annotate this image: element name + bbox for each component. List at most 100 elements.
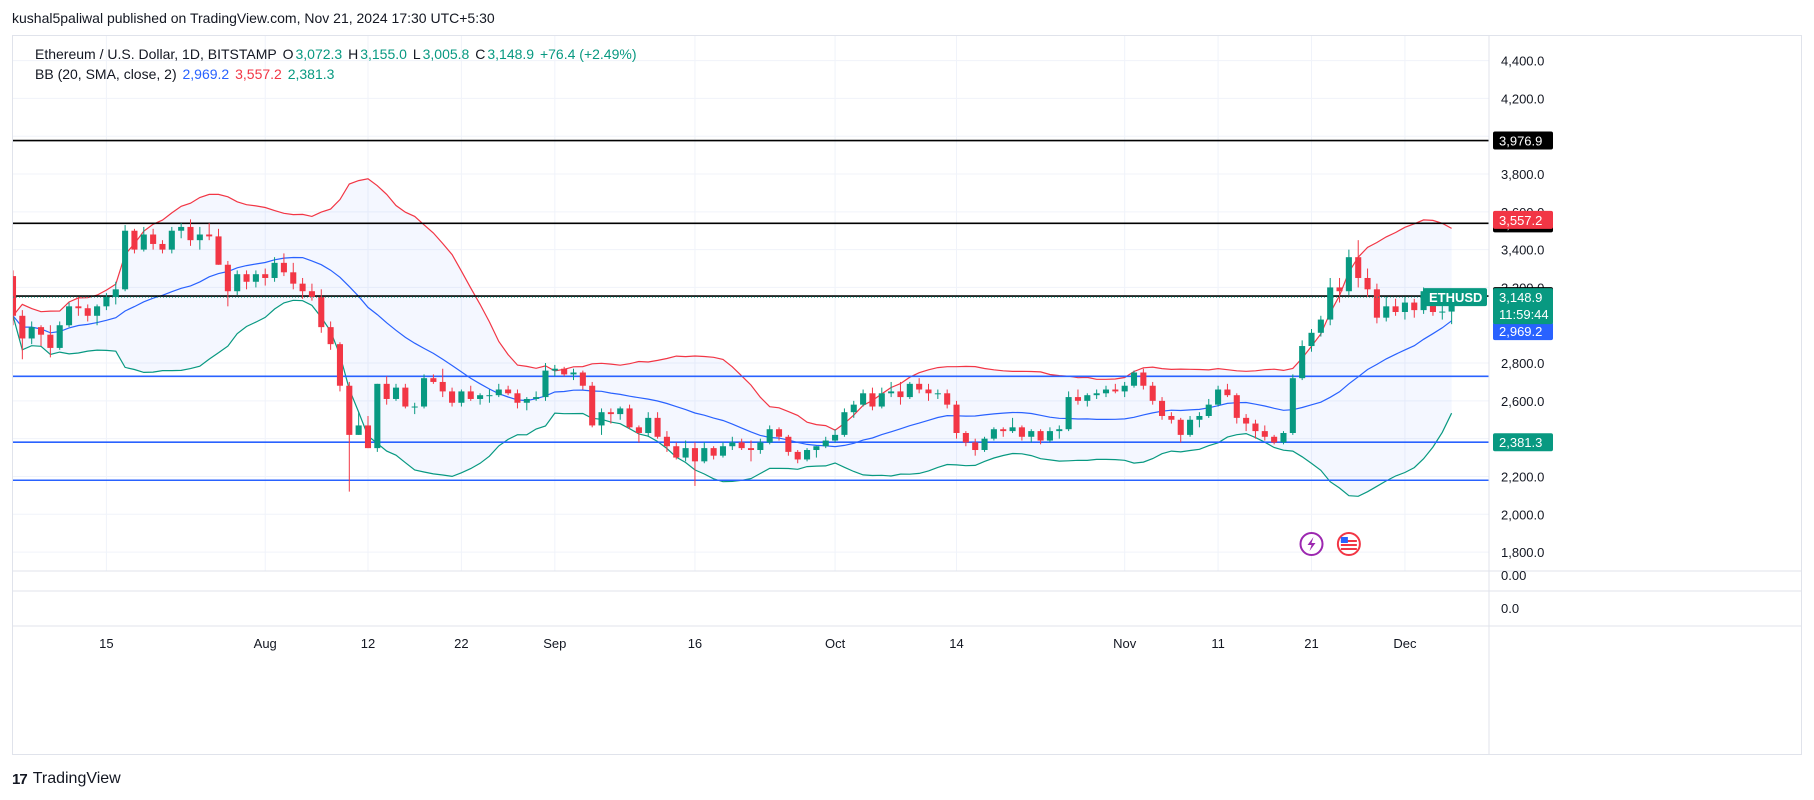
candle-body — [411, 406, 418, 408]
candle-body — [131, 230, 138, 250]
candle-body — [327, 327, 334, 345]
bb-lower-line — [13, 299, 1453, 497]
candle-body — [66, 306, 73, 326]
candle-body — [37, 327, 45, 335]
candle-body — [953, 404, 960, 433]
candle-body — [1102, 389, 1110, 394]
low-value: 3,005.8 — [422, 46, 470, 62]
candle-body — [551, 368, 558, 371]
open-value: 3,072.3 — [295, 46, 343, 62]
osc-tick-label: 0.0 — [1501, 601, 1519, 616]
candle-body — [234, 274, 241, 292]
candle-body — [1093, 393, 1100, 396]
candle-body — [570, 372, 577, 375]
candle-body — [1112, 389, 1119, 392]
x-tick-label: 14 — [949, 636, 963, 651]
candle-body — [280, 262, 287, 273]
x-tick-label: Dec — [1393, 636, 1417, 651]
y-tick-label: 4,400.0 — [1501, 54, 1544, 69]
candle-body — [346, 385, 353, 435]
candle-body — [719, 446, 727, 456]
candle-body — [224, 264, 231, 292]
candle-body — [364, 425, 372, 449]
bb-upper-value: 3,557.2 — [235, 66, 282, 82]
chart-canvas[interactable]: 4,400.04,200.04,000.03,800.03,600.03,400… — [13, 36, 1801, 754]
bb-band-fill — [13, 178, 1452, 497]
bb-basis-line — [13, 256, 1452, 448]
candle-body — [215, 236, 222, 265]
candle-body — [1215, 389, 1222, 405]
candle-body — [243, 274, 250, 282]
symbol-legend[interactable]: Ethereum / U.S. Dollar, 1D, BITSTAMP O 3,… — [35, 46, 638, 62]
candle-body — [187, 226, 194, 241]
candle-body — [888, 391, 895, 394]
candle-body — [1233, 395, 1240, 418]
candle-body — [1046, 431, 1053, 441]
candle-body — [729, 442, 736, 447]
candle-body — [775, 429, 783, 437]
x-tick-label: 16 — [688, 636, 702, 651]
candle-body — [336, 344, 343, 386]
candle-body — [944, 393, 951, 405]
x-tick-label: 22 — [454, 636, 468, 651]
brand-footer[interactable]: 17 TradingView — [12, 770, 121, 788]
candle-body — [1439, 311, 1446, 313]
candle-body — [1018, 427, 1025, 437]
bb-legend[interactable]: BB (20, SMA, close, 2) 2,969.2 3,557.2 2… — [35, 66, 336, 82]
candle-body — [841, 412, 848, 435]
candle-body — [663, 436, 670, 447]
candle-body — [168, 230, 175, 250]
candle-body — [1149, 385, 1156, 401]
band-price-badge: 2,381.3 — [1499, 435, 1542, 450]
candle-body — [804, 450, 811, 460]
level-price-badge: 3,976.9 — [1499, 134, 1542, 149]
candle-body — [1383, 306, 1390, 318]
candle-body — [682, 448, 689, 458]
y-tick-label: 3,800.0 — [1501, 167, 1544, 182]
x-tick-label: Oct — [825, 636, 846, 651]
y-tick-label: 3,400.0 — [1501, 243, 1544, 258]
bb-upper-line — [13, 178, 1452, 431]
flag-canton-icon — [1340, 537, 1348, 543]
candle-body — [1224, 389, 1231, 396]
candle-body — [645, 417, 652, 433]
flag-stripe-icon — [1340, 540, 1357, 542]
symbol-title: Ethereum / U.S. Dollar, 1D, BITSTAMP — [35, 46, 277, 62]
candle-body — [374, 383, 381, 449]
candle-body — [617, 408, 624, 415]
x-tick-label: 12 — [361, 636, 375, 651]
x-tick-label: Aug — [254, 636, 277, 651]
candle-body — [19, 315, 26, 339]
candle-body — [1355, 257, 1362, 278]
candle-body — [355, 425, 362, 435]
candle-body — [542, 370, 549, 398]
y-tick-label: 2,200.0 — [1501, 469, 1544, 484]
candle-body — [1205, 404, 1212, 416]
tradingview-logo-icon: 17 — [12, 770, 28, 788]
band-price-badge: 3,557.2 — [1499, 213, 1542, 228]
candle-body — [1327, 287, 1334, 320]
candle-body — [150, 234, 157, 244]
candle-body — [1130, 372, 1138, 386]
candle-body — [1336, 287, 1343, 292]
candle-body — [1392, 306, 1399, 313]
candle-body — [1373, 289, 1380, 318]
candle-body — [308, 291, 315, 297]
band-price-badge-bg — [1493, 322, 1553, 341]
candle-body — [1243, 417, 1250, 424]
chart-frame[interactable]: 4,400.04,200.04,000.03,800.03,600.03,400… — [12, 35, 1802, 755]
high-label: H — [348, 46, 359, 62]
candle-body — [140, 234, 147, 250]
x-tick-label: Nov — [1113, 636, 1137, 651]
candle-body — [561, 368, 568, 375]
candle-body — [598, 412, 605, 426]
candle-body — [1000, 429, 1007, 432]
y-tick-label: 2,600.0 — [1501, 394, 1544, 409]
candle-body — [392, 387, 400, 399]
candle-body — [421, 378, 428, 407]
candle-body — [486, 395, 493, 397]
candle-body — [1028, 431, 1035, 437]
candle-body — [925, 389, 932, 394]
candle-body — [691, 448, 698, 462]
candle-body — [178, 226, 185, 231]
